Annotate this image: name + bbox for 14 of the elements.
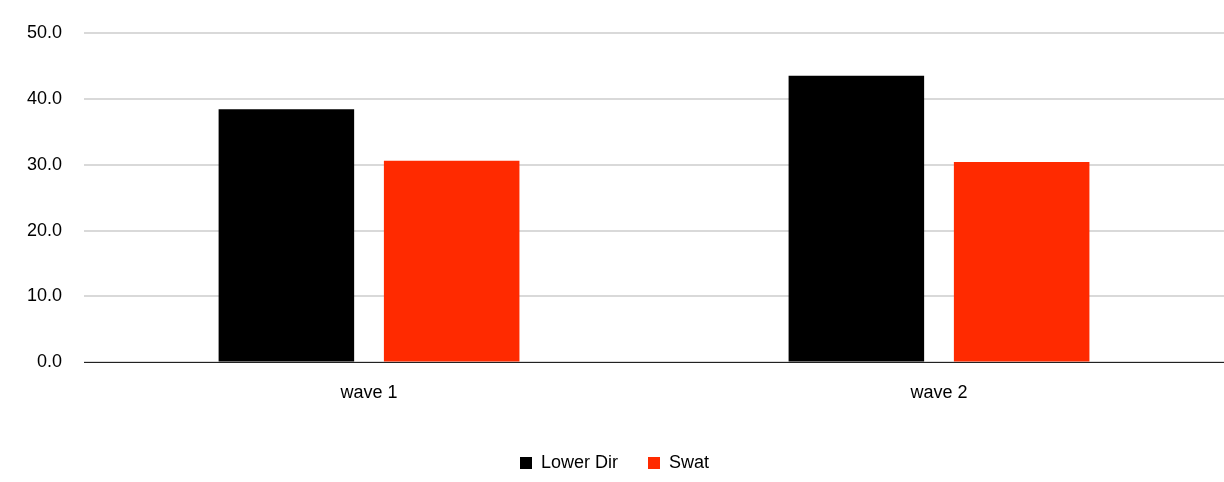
bar (218, 109, 355, 362)
bar (788, 75, 925, 362)
x-tick-label: wave 2 (909, 382, 968, 403)
y-tick-label: 40.0 (26, 87, 63, 108)
y-tick-label: 20.0 (26, 219, 63, 240)
bar (383, 160, 520, 362)
legend-label: Swat (669, 451, 710, 472)
y-tick-label: 30.0 (26, 153, 63, 174)
y-tick-label: 50.0 (26, 21, 63, 42)
bar (953, 162, 1090, 362)
legend-label: Lower Dir (540, 451, 619, 472)
y-tick-label: 10.0 (26, 285, 63, 306)
y-tick-label: 0.0 (37, 351, 63, 372)
x-tick-label: wave 1 (339, 382, 398, 403)
